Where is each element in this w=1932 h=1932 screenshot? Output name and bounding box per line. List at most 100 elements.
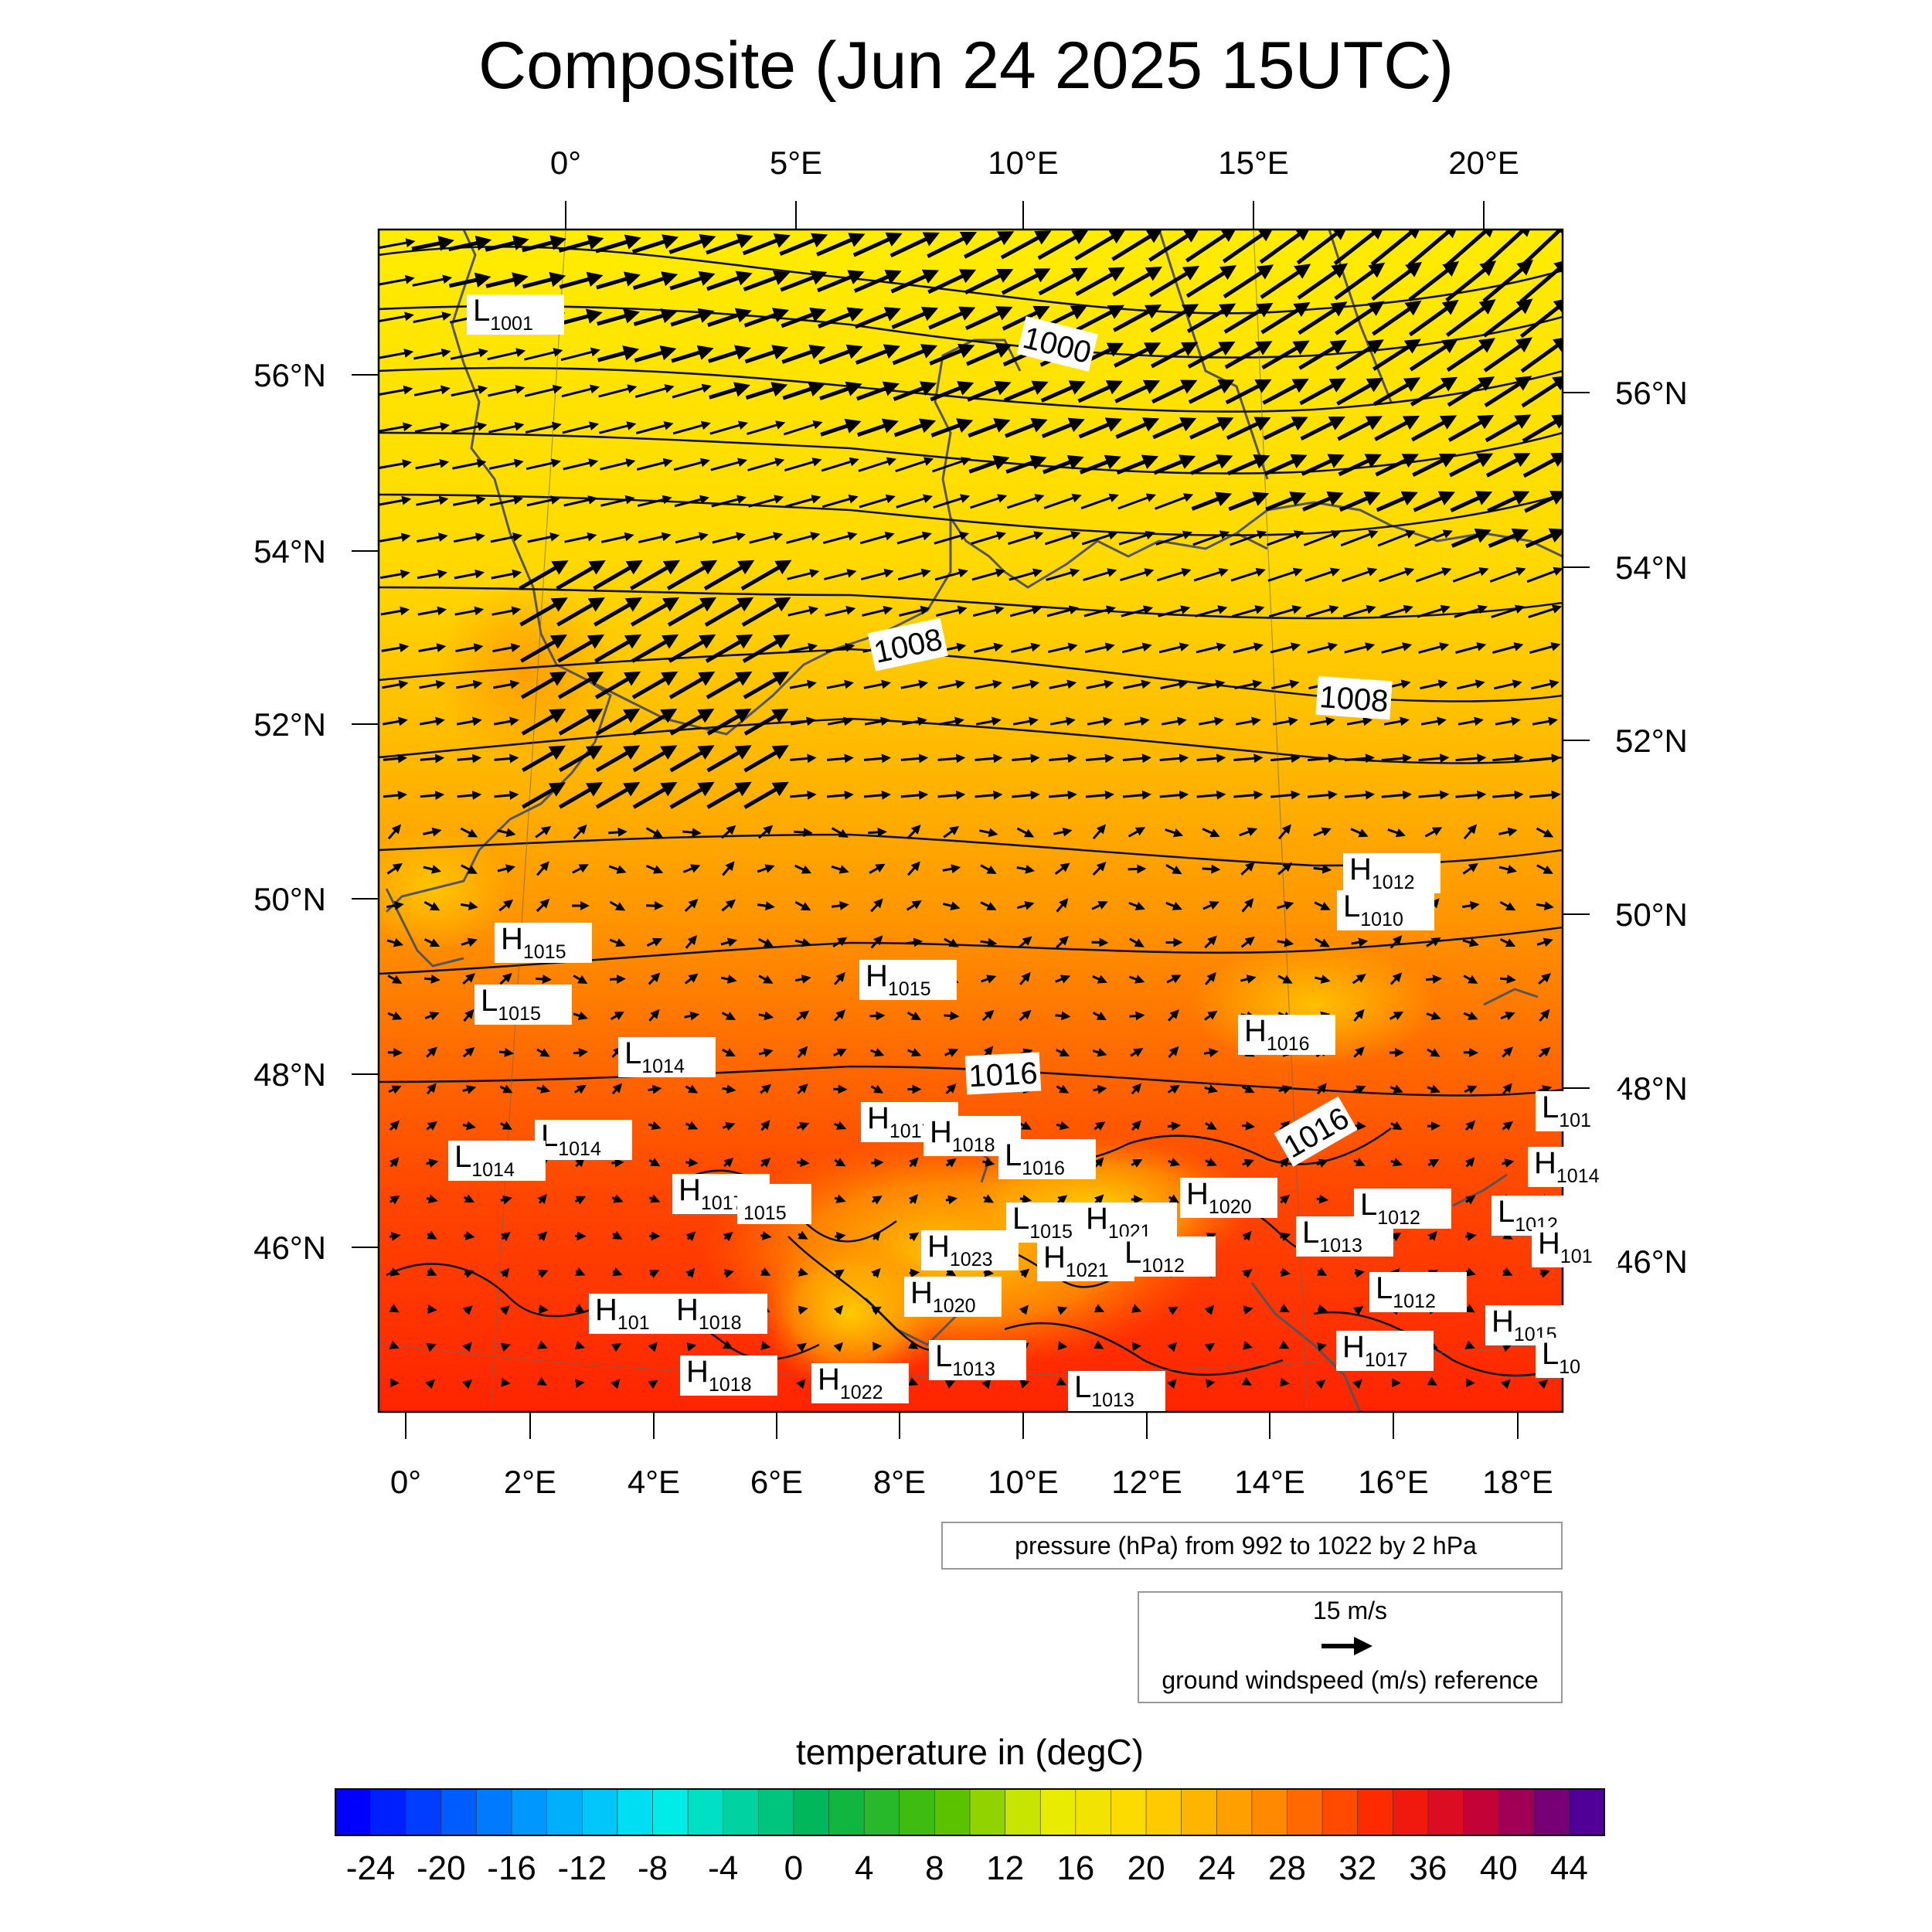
- wind-reference-label: ground windspeed (m/s) reference: [1162, 1666, 1538, 1694]
- wind-arrow: [944, 937, 959, 947]
- wind-arrow: [1488, 528, 1529, 549]
- wind-arrow: [1456, 679, 1485, 690]
- wind-arrow: [1046, 605, 1079, 617]
- wind-arrow: [1114, 379, 1161, 403]
- wind-arrow: [1241, 1121, 1256, 1131]
- wind-arrow: [1414, 529, 1453, 547]
- wind-arrow: [1019, 1304, 1029, 1315]
- wind-arrow: [1205, 1121, 1217, 1130]
- wind-arrow: [1280, 1232, 1291, 1242]
- wind-arrow: [1334, 262, 1386, 301]
- pressure-center-label: L1014: [535, 1119, 632, 1160]
- pressure-center-label: H101: [1532, 1226, 1618, 1267]
- wind-arrow: [597, 308, 641, 326]
- wind-arrow: [1464, 1157, 1475, 1168]
- wind-arrow: [1304, 567, 1341, 583]
- wind-arrow: [942, 864, 961, 874]
- wind-arrow: [1121, 605, 1154, 617]
- wind-arrow: [1204, 935, 1217, 949]
- wind-arrow: [389, 1232, 401, 1241]
- wind-arrow: [1426, 937, 1441, 947]
- wind-arrow: [1168, 1046, 1179, 1059]
- wind-arrow: [1464, 1304, 1475, 1313]
- wind-arrow: [415, 458, 450, 470]
- wind-arrow: [1168, 1009, 1179, 1022]
- wind-arrow: [1413, 491, 1455, 512]
- svg-text:L101: L101: [1542, 1090, 1591, 1131]
- wind-arrow: [745, 382, 788, 400]
- wind-arrow: [722, 1084, 736, 1094]
- wind-arrow: [417, 569, 447, 580]
- wind-arrow: [573, 975, 588, 984]
- wind-arrow: [980, 864, 997, 874]
- wind-arrow: [1484, 376, 1532, 408]
- wind-arrow: [648, 972, 661, 985]
- wind-arrow: [668, 671, 716, 699]
- svg-text:H101: H101: [1538, 1226, 1593, 1267]
- wind-arrow: [1353, 1009, 1365, 1022]
- wind-arrow: [927, 231, 978, 258]
- left-axis: [352, 374, 379, 1248]
- wind-arrow: [1016, 827, 1035, 838]
- wind-arrow: [1197, 679, 1226, 689]
- wind-arrow: [1233, 790, 1264, 800]
- wind-arrow: [1462, 862, 1478, 875]
- wind-arrow: [464, 1231, 475, 1240]
- wind-arrow: [1114, 342, 1162, 368]
- svg-text:L1015: L1015: [481, 984, 541, 1025]
- wind-arrow: [1260, 264, 1311, 299]
- wind-arrow: [1129, 975, 1145, 984]
- wind-arrow: [945, 1158, 957, 1168]
- wind-arrow: [720, 975, 737, 984]
- left-lat-label: 50°N: [253, 881, 326, 917]
- wind-arrow: [1111, 230, 1163, 261]
- wind-arrow: [1204, 1304, 1215, 1315]
- svg-text:L1013: L1013: [1074, 1370, 1134, 1411]
- wind-arrow: [420, 791, 445, 801]
- wind-arrow: [757, 901, 775, 911]
- wind-arrow: [1228, 492, 1270, 512]
- wind-arrow: [1317, 1304, 1328, 1314]
- wind-arrow: [740, 560, 792, 591]
- wind-arrow: [1094, 1121, 1106, 1131]
- wind-arrow: [1223, 302, 1274, 334]
- wind-arrow: [833, 1304, 844, 1315]
- wind-arrow: [427, 1304, 437, 1315]
- wind-arrow: [1463, 975, 1478, 984]
- wind-arrow: [520, 672, 567, 699]
- wind-arrow: [1012, 753, 1040, 764]
- wind-arrow: [833, 1342, 844, 1352]
- wind-arrow: [574, 1196, 587, 1205]
- wind-arrow: [864, 716, 890, 726]
- wind-arrow: [386, 900, 404, 910]
- wind-arrow: [462, 1121, 476, 1131]
- wind-arrow: [1371, 261, 1423, 301]
- wind-arrow: [1464, 1085, 1478, 1094]
- wind-arrow: [760, 1083, 772, 1094]
- wind-arrow: [1094, 1304, 1105, 1313]
- wind-arrow: [1419, 679, 1448, 690]
- wind-arrow: [1303, 530, 1342, 546]
- wind-arrow: [1299, 378, 1346, 406]
- wind-arrow: [794, 864, 812, 874]
- wind-arrow: [1302, 492, 1344, 512]
- pressure-center-label: L101: [1536, 1090, 1622, 1131]
- wind-arrow: [1342, 567, 1378, 583]
- wind-arrow: [1408, 299, 1459, 337]
- right-lat-label: 46°N: [1615, 1243, 1688, 1280]
- pressure-center-label: L1015: [474, 984, 572, 1025]
- wind-arrow: [796, 1342, 807, 1352]
- colorbar-label: 8: [925, 1849, 944, 1887]
- wind-arrow: [705, 634, 753, 663]
- wind-arrow: [646, 937, 663, 947]
- wind-arrow: [1353, 1305, 1364, 1315]
- wind-arrow: [632, 708, 678, 736]
- wind-arrow: [1092, 1011, 1107, 1021]
- colorbar-label: 0: [784, 1849, 803, 1887]
- wind-arrow: [707, 308, 752, 328]
- wind-arrow: [612, 1267, 623, 1277]
- wind-arrow: [500, 1342, 511, 1352]
- wind-arrow: [1231, 605, 1265, 618]
- wind-arrow: [1492, 790, 1524, 800]
- wind-arrow: [1166, 975, 1182, 984]
